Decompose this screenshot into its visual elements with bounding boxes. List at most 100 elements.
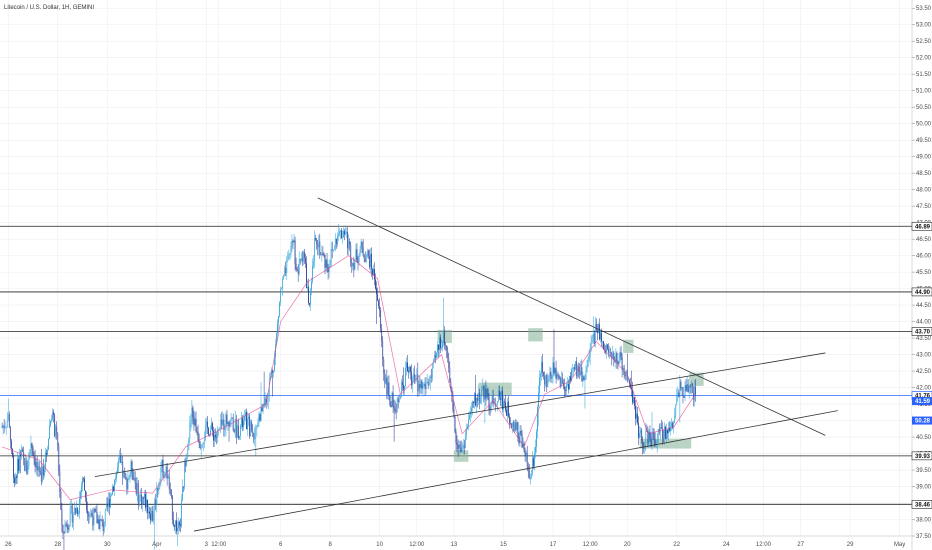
candle-body <box>387 382 389 395</box>
candle-body <box>231 418 233 419</box>
zone-box <box>453 450 469 462</box>
candle-body <box>74 507 76 514</box>
candle-body <box>643 446 645 450</box>
candle-body <box>259 414 261 421</box>
price-tick-label: 39.50 <box>916 468 932 474</box>
candle-body <box>638 422 639 438</box>
price-tick-label: 39.00 <box>916 485 932 491</box>
candle-body <box>202 443 204 445</box>
candle-body <box>162 459 164 478</box>
candle-body <box>220 419 222 428</box>
candle-body <box>278 315 279 324</box>
candle-body <box>296 269 298 271</box>
trendline <box>317 197 826 436</box>
candle-body <box>260 407 262 421</box>
candle-body <box>51 419 52 421</box>
candle-body <box>647 431 649 444</box>
candle-body <box>44 469 45 476</box>
candle-body <box>609 352 611 353</box>
candle-body <box>158 484 160 491</box>
candle-body <box>334 238 336 249</box>
candle-body <box>123 471 125 478</box>
level-tag-box <box>911 451 932 461</box>
candle-body <box>52 412 53 420</box>
candle-body <box>403 384 404 390</box>
candle-body <box>223 419 225 430</box>
candle-body <box>556 374 558 379</box>
candle-body <box>115 478 116 480</box>
candle-body <box>531 458 533 474</box>
candle-body <box>251 421 253 431</box>
candle-body <box>225 414 227 430</box>
candle-body <box>441 347 442 349</box>
candle-body <box>72 514 74 523</box>
price-tick-label: 38.00 <box>916 518 932 524</box>
candle-body <box>241 417 242 426</box>
candle-body <box>558 375 560 378</box>
candle-body <box>396 398 398 412</box>
candle-body <box>362 247 364 256</box>
price-tag-label: 50.28 <box>915 419 931 425</box>
candle-body <box>28 452 30 467</box>
candle-body <box>391 392 393 408</box>
candle-body <box>633 397 634 403</box>
candle-body <box>593 333 595 344</box>
candle-body <box>22 449 24 452</box>
candle-body <box>160 467 162 482</box>
level-tag-label: 39.93 <box>915 454 931 460</box>
candle-body <box>390 405 392 408</box>
candle-body <box>332 249 334 251</box>
candle-body <box>318 241 320 248</box>
candle-body <box>535 446 536 454</box>
candle-body <box>317 244 319 248</box>
candle-body <box>651 432 653 447</box>
candle-body <box>527 465 529 470</box>
candle-body <box>454 416 456 432</box>
level-tag-label: 38.46 <box>915 502 931 508</box>
candle-body <box>614 359 616 362</box>
candle-body <box>186 457 188 466</box>
candle-body <box>376 288 377 295</box>
candle-body <box>463 444 465 448</box>
candle-body <box>58 445 60 472</box>
candle-body <box>450 382 452 388</box>
candle-body <box>506 410 507 416</box>
candle-body <box>691 383 693 393</box>
candle-body <box>503 401 504 410</box>
candle-body <box>75 508 77 514</box>
candle-body <box>493 402 495 404</box>
candle-body <box>237 425 239 439</box>
time-tick-label: 27 <box>797 542 804 548</box>
level-tag-label: 46.89 <box>915 224 931 230</box>
candle-body <box>677 392 679 396</box>
candle-body <box>325 259 327 268</box>
candle-body <box>457 445 459 449</box>
candle-body <box>219 427 221 429</box>
candle-body <box>247 418 248 430</box>
candle-body <box>199 443 201 449</box>
candle-body <box>513 422 515 432</box>
candle-body <box>453 409 455 417</box>
candle-body <box>577 366 579 377</box>
candle-body <box>631 388 632 390</box>
candle-body <box>156 488 158 505</box>
candle-body <box>60 491 62 510</box>
candle-body <box>95 511 97 513</box>
candle-body <box>648 431 650 444</box>
candle-body <box>276 333 277 345</box>
candle-body <box>208 427 209 435</box>
candle-body <box>549 371 551 376</box>
candle-body <box>654 439 656 446</box>
candle-body <box>574 367 576 370</box>
candle-body <box>210 429 211 436</box>
candle-body <box>563 386 565 390</box>
candle-body <box>29 449 31 453</box>
candle-body <box>124 471 126 475</box>
candle-body <box>686 384 688 391</box>
zone-box <box>528 328 543 342</box>
price-tag-label: 41.59 <box>915 399 931 405</box>
candle-body <box>212 423 213 431</box>
candle-body <box>180 524 181 527</box>
candle-body <box>448 357 450 368</box>
